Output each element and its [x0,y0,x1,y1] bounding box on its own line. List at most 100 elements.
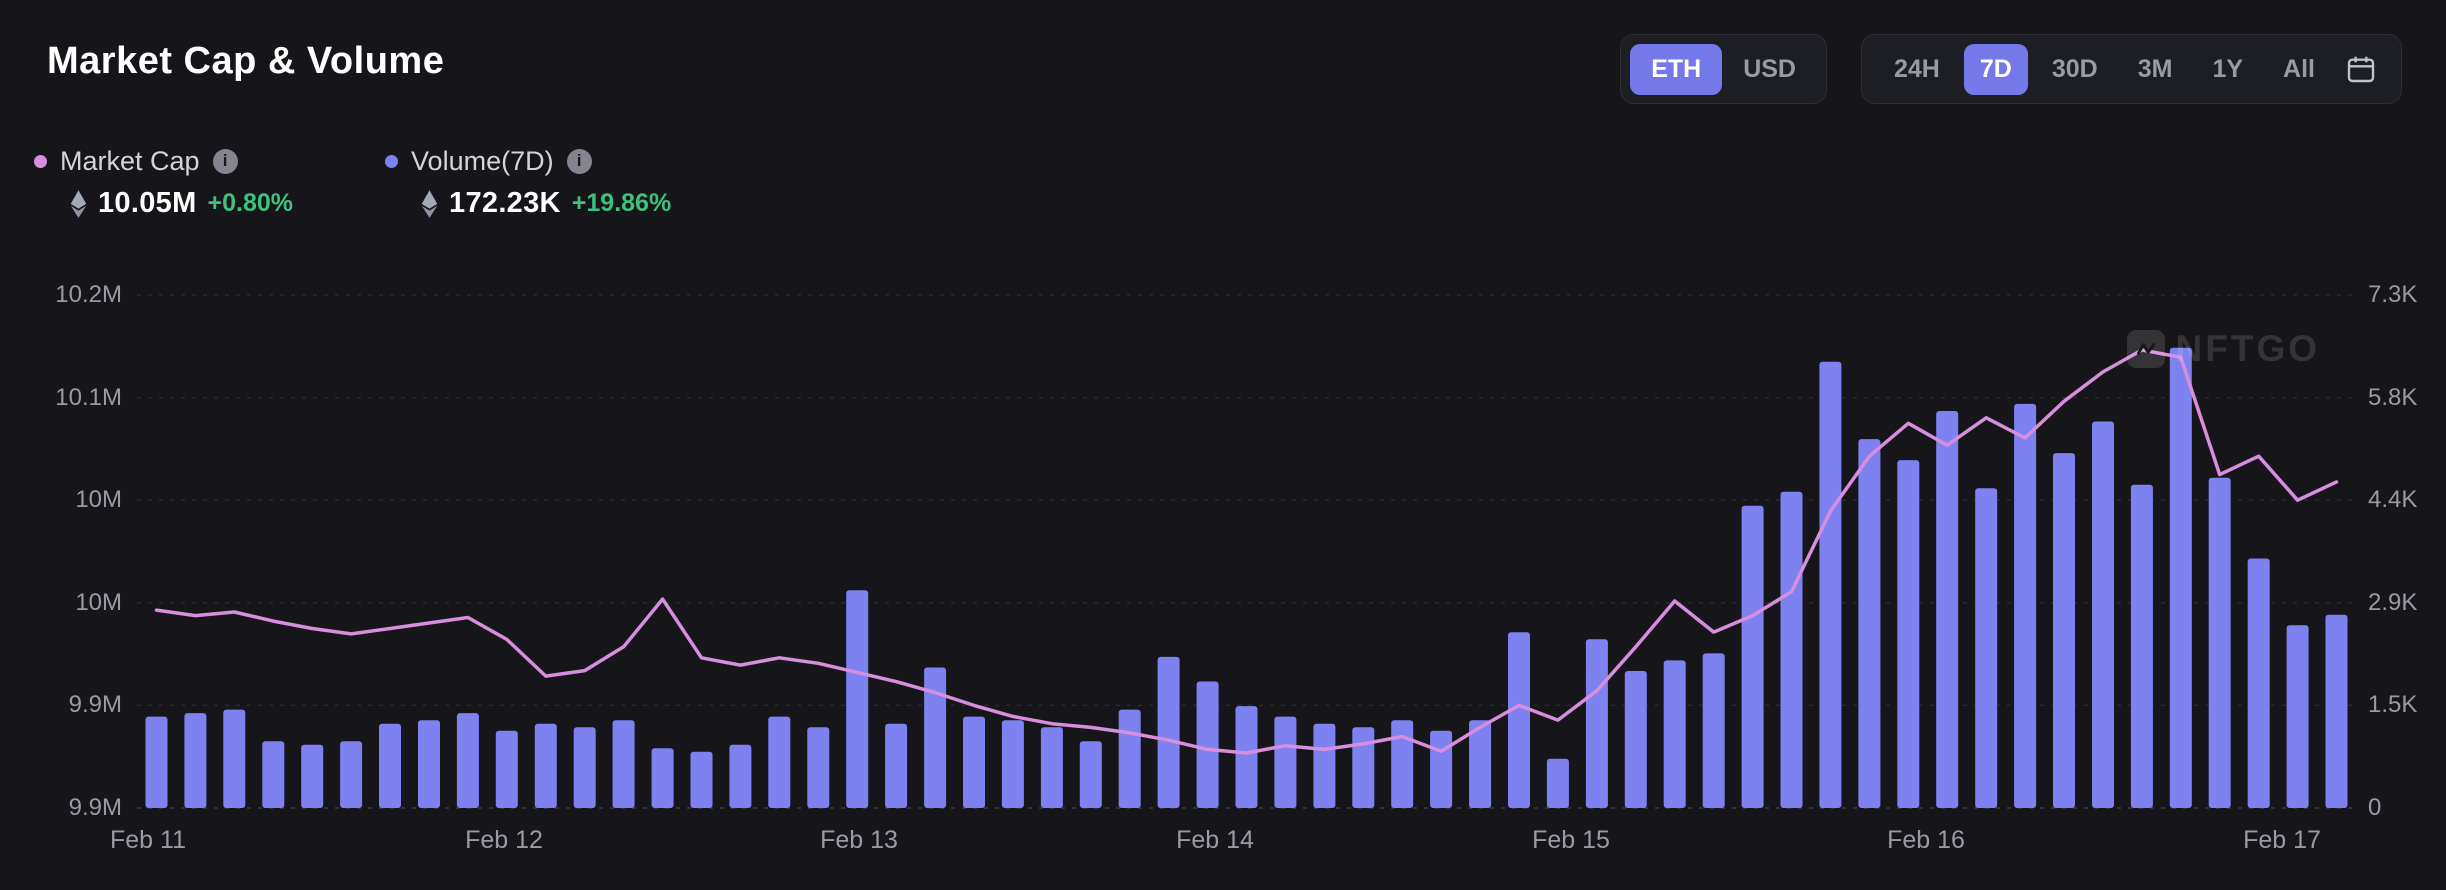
volume-bar[interactable] [301,744,324,808]
volume-bar[interactable] [1157,656,1180,808]
legend-toggle-volume[interactable]: Volume(7D) [385,146,671,177]
volume-bar[interactable] [2286,625,2309,808]
volume-bar[interactable] [1313,723,1336,808]
volume-bar[interactable] [2169,347,2192,808]
x-axis-label: Feb 11 [110,826,186,854]
volume-bar[interactable] [1274,716,1297,808]
volume-bar[interactable] [379,723,401,808]
y-axis-label-right: 1.5K [2368,691,2418,719]
volume-bar[interactable] [1546,758,1569,808]
volume-bar[interactable] [2092,421,2114,809]
chart-svg[interactable] [137,294,2356,809]
range-option-all[interactable]: All [2283,54,2315,83]
volume-bar[interactable] [184,713,207,808]
currency-option-usd[interactable]: USD [1743,54,1796,83]
volume-bar[interactable] [1780,491,1803,808]
calendar-icon-glyph [2347,56,2375,83]
volume-bar[interactable] [340,741,363,808]
volume-bar[interactable] [495,730,518,808]
volume-value: 172.23K [449,187,561,219]
volume-bar[interactable] [1079,741,1102,808]
volume-bar[interactable] [1897,460,1920,808]
market-cap-dot-icon [34,155,47,168]
range-option-7d[interactable]: 7D [1963,43,2028,95]
volume-bar[interactable] [1741,505,1764,808]
volume-value-row: 172.23K +19.86% [421,187,671,220]
market-cap-change: +0.80% [207,189,294,217]
volume-bar[interactable] [885,723,908,808]
volume-bar[interactable] [1508,632,1530,808]
volume-bar[interactable] [1235,706,1258,808]
volume-bar[interactable] [418,720,440,808]
range-option-3m[interactable]: 3M [2137,54,2173,83]
volume-bar[interactable] [924,667,947,809]
volume-bar[interactable] [1624,671,1647,808]
volume-bar[interactable] [1430,730,1453,808]
volume-bar[interactable] [2247,558,2270,809]
volume-bar[interactable] [1858,439,1881,808]
volume-bar[interactable] [2208,477,2231,808]
x-axis-label: Feb 17 [2243,826,2321,854]
y-axis-label-left: 10.2M [55,281,122,308]
y-axis-label-left: 9.9M [68,794,122,821]
volume-bar[interactable] [963,716,985,808]
volume-label: Volume(7D) [411,146,554,176]
volume-bar[interactable] [1819,361,1842,808]
calendar-icon[interactable] [2345,53,2377,85]
volume-bar[interactable] [1975,488,1998,808]
volume-bar[interactable] [2014,403,2037,808]
nftgo-watermark: NFTGO [2126,328,2320,370]
x-axis-label: Feb 12 [465,826,543,854]
volume-bar[interactable] [573,727,596,808]
volume-bar[interactable] [1196,681,1219,809]
volume-bar[interactable] [2325,614,2348,808]
volume-bar[interactable] [651,748,674,808]
x-axis-label: Feb 14 [1176,826,1254,854]
chart-controls: ETH USD 24H 7D 30D 3M 1Y All [1620,34,2402,104]
volume-bar[interactable] [690,751,713,808]
volume-bar[interactable] [1702,653,1725,808]
chart-plot-area[interactable] [137,294,2356,809]
volume-info-icon[interactable] [566,149,592,174]
volume-bar[interactable] [2130,484,2153,808]
y-axis-label-right: 7.3K [2368,281,2418,308]
legend-toggle-market-cap[interactable]: Market Cap [34,146,293,177]
range-option-24h[interactable]: 24H [1894,54,1940,83]
volume-bar[interactable] [1040,727,1063,808]
volume-bar[interactable] [1469,720,1492,808]
volume-bar[interactable] [1936,411,1959,808]
volume-bar[interactable] [612,720,635,808]
volume-bar[interactable] [262,741,285,808]
volume-bar[interactable] [223,709,246,808]
volume-change: +19.86% [571,189,672,217]
chart-legend: Market Cap 10.05M +0.80% Volume(7D) [34,146,671,220]
volume-bar[interactable] [456,713,479,808]
nftgo-logo-icon [2126,330,2165,368]
volume-bar[interactable] [1352,727,1375,808]
y-axis-label-right: 0 [2368,794,2382,821]
market-cap-line[interactable] [154,348,2339,755]
volume-bar[interactable] [1585,639,1608,808]
volume-bar[interactable] [2053,453,2075,808]
volume-bar[interactable] [729,744,752,808]
x-axis-label: Feb 13 [820,826,898,854]
volume-bar[interactable] [1391,720,1414,808]
legend-item-volume: Volume(7D) 172.23K +19.86% [385,146,671,220]
market-cap-info-icon[interactable] [212,149,238,174]
ethereum-icon [70,189,87,218]
market-cap-value: 10.05M [98,187,197,219]
volume-bar[interactable] [807,727,830,808]
currency-option-eth[interactable]: ETH [1630,43,1723,95]
volume-bar[interactable] [768,716,791,808]
volume-bar[interactable] [534,723,557,808]
range-option-1y[interactable]: 1Y [2212,54,2244,83]
y-axis-label-left: 9.9M [68,691,122,719]
volume-bar[interactable] [1001,720,1024,808]
volume-bar[interactable] [846,590,869,808]
y-axis-label-left: 10M [75,588,122,616]
volume-bar[interactable] [1118,709,1141,808]
volume-bar[interactable] [145,716,168,808]
volume-bar[interactable] [1663,660,1686,808]
range-option-30d[interactable]: 30D [2051,54,2098,83]
